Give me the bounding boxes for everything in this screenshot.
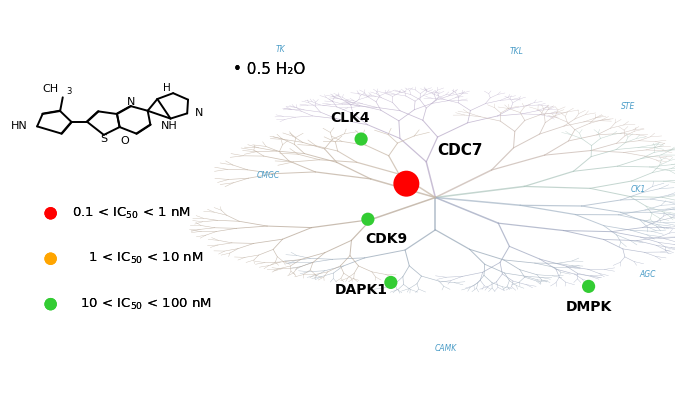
Text: STE: STE [620, 102, 635, 111]
Text: • 0.5 H₂O: • 0.5 H₂O [233, 62, 305, 77]
Text: CAMK: CAMK [435, 344, 456, 353]
Point [401, 181, 412, 187]
Text: • 0.5 H₂O: • 0.5 H₂O [233, 62, 305, 77]
Point [45, 210, 56, 216]
Text: 10 < IC$_{50}$ < 100 nM: 10 < IC$_{50}$ < 100 nM [72, 297, 212, 312]
Text: H: H [163, 83, 171, 93]
Text: 10 < IC$_{50}$ < 100 nM: 10 < IC$_{50}$ < 100 nM [72, 297, 212, 312]
Text: S: S [101, 134, 107, 145]
Text: NH: NH [161, 121, 178, 132]
Point [45, 256, 56, 262]
Text: DAPK1: DAPK1 [335, 283, 387, 297]
Point [45, 256, 56, 262]
Point [362, 216, 373, 222]
Point [385, 279, 396, 286]
Point [45, 210, 56, 216]
Text: CDK9: CDK9 [365, 232, 407, 246]
Text: 1 < IC$_{50}$ < 10 nM: 1 < IC$_{50}$ < 10 nM [72, 251, 204, 266]
Text: 3: 3 [66, 87, 72, 96]
Text: CMGC: CMGC [256, 171, 279, 180]
Text: 0.1 < IC$_{50}$ < 1 nM: 0.1 < IC$_{50}$ < 1 nM [72, 206, 191, 221]
Text: 0.1 < IC$_{50}$ < 1 nM: 0.1 < IC$_{50}$ < 1 nM [72, 206, 191, 221]
Text: CH: CH [43, 84, 58, 94]
Text: HN: HN [11, 121, 28, 131]
Text: TKL: TKL [510, 47, 523, 56]
Text: N: N [195, 108, 203, 118]
Text: O: O [120, 136, 129, 147]
Text: AGC: AGC [640, 270, 656, 279]
Text: N: N [127, 97, 135, 107]
Point [583, 283, 594, 290]
Text: CK1: CK1 [630, 185, 645, 194]
Text: CDC7: CDC7 [437, 143, 483, 158]
Point [356, 136, 367, 142]
Text: CLK4: CLK4 [330, 111, 369, 126]
Point [45, 301, 56, 307]
Text: DMPK: DMPK [566, 300, 612, 314]
Text: 1 < IC$_{50}$ < 10 nM: 1 < IC$_{50}$ < 10 nM [72, 251, 204, 266]
Text: TK: TK [275, 45, 285, 54]
Point [45, 301, 56, 307]
